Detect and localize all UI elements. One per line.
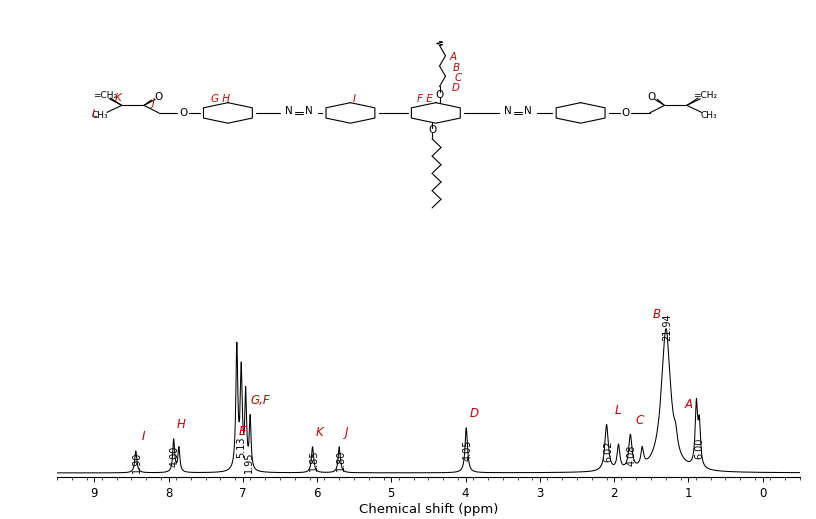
Text: A: A: [450, 52, 456, 62]
Text: =CH₂: =CH₂: [92, 91, 117, 100]
Text: O: O: [621, 108, 629, 118]
Text: CH₃: CH₃: [701, 111, 717, 119]
Text: 5.13: 5.13: [236, 436, 246, 458]
Text: L: L: [91, 110, 97, 119]
Text: G,F: G,F: [251, 394, 270, 407]
Text: E: E: [238, 425, 246, 438]
Text: J: J: [152, 99, 155, 108]
Text: I: I: [141, 430, 145, 443]
Text: 1.90: 1.90: [132, 451, 142, 473]
Text: CH₃: CH₃: [91, 111, 108, 119]
Text: O: O: [154, 92, 162, 102]
Text: K: K: [316, 426, 324, 439]
Text: 4.00: 4.00: [170, 445, 180, 467]
Text: 6.02: 6.02: [603, 441, 613, 462]
X-axis label: Chemical shift (ppm): Chemical shift (ppm): [359, 503, 498, 516]
Text: C: C: [635, 414, 643, 427]
Text: 6.00: 6.00: [694, 438, 704, 459]
Text: B: B: [653, 308, 661, 321]
Text: =CH₂: =CH₂: [694, 91, 717, 100]
Text: G H: G H: [211, 94, 230, 104]
Text: O: O: [648, 92, 656, 102]
Text: I: I: [353, 94, 356, 104]
Text: N: N: [504, 106, 512, 116]
Text: 1.95: 1.95: [244, 452, 255, 473]
Text: H: H: [177, 418, 185, 431]
Text: F E: F E: [417, 94, 432, 104]
Text: A: A: [685, 398, 693, 411]
Text: C: C: [455, 73, 462, 83]
Text: D: D: [469, 407, 478, 420]
Text: L: L: [614, 404, 621, 417]
Text: N: N: [524, 106, 531, 116]
Text: J: J: [345, 426, 348, 439]
Text: O: O: [180, 108, 188, 118]
Text: N: N: [304, 106, 313, 116]
Text: N: N: [286, 106, 293, 116]
Text: D: D: [452, 83, 460, 93]
Text: O: O: [436, 90, 444, 100]
Text: O: O: [428, 126, 437, 135]
Text: B: B: [452, 63, 459, 73]
Text: 4.05: 4.05: [463, 440, 472, 461]
Text: 4.08: 4.08: [627, 445, 636, 466]
Text: K: K: [114, 93, 122, 103]
Text: 1.85: 1.85: [308, 449, 319, 471]
Text: 1.80: 1.80: [335, 449, 346, 471]
Text: 21.94: 21.94: [662, 313, 672, 341]
